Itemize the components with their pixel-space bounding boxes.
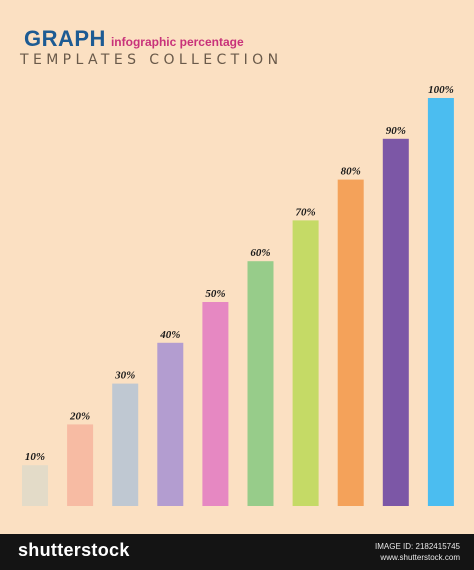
bar-label-3: 30%	[114, 370, 135, 382]
bar-label-1: 10%	[25, 451, 45, 463]
bar-label-8: 80%	[341, 166, 361, 178]
bar-label-5: 50%	[205, 288, 225, 300]
bar-label-4: 40%	[159, 329, 180, 341]
footer-bar: shutterstock IMAGE ID: 2182415745 www.sh…	[0, 534, 474, 570]
bar-label-6: 60%	[250, 247, 270, 259]
site-url: www.shutterstock.com	[380, 553, 460, 562]
bar-4	[157, 342, 184, 506]
bar-3	[112, 383, 139, 506]
bar-6	[247, 261, 274, 506]
bar-7	[292, 220, 319, 506]
chart-header: GRAPH infographic percentage	[24, 26, 244, 52]
bar-label-7: 70%	[296, 206, 316, 218]
bar-5	[202, 302, 229, 506]
bar-label-9: 90%	[386, 125, 406, 137]
image-meta: IMAGE ID: 2182415745 www.shutterstock.co…	[375, 541, 460, 563]
bar-1	[22, 465, 48, 506]
bar-label-10: 100%	[428, 84, 454, 96]
title-row: GRAPH infographic percentage	[24, 26, 244, 52]
bar-10	[427, 98, 454, 506]
brand-logo: shutterstock	[18, 540, 130, 560]
bar-chart: 10% 20% 30% 40% 50% 60% 70% 80% 90% 100%	[22, 84, 454, 507]
bar-label-2: 20%	[69, 410, 90, 422]
bar-8	[337, 179, 364, 506]
graph-title: GRAPH	[24, 26, 106, 51]
bar-9	[382, 138, 409, 507]
graph-subtitle: TEMPLATES COLLECTION	[20, 52, 283, 68]
graph-tagline: infographic percentage	[110, 35, 244, 49]
image-id: IMAGE ID: 2182415745	[375, 542, 460, 551]
bar-2	[67, 424, 94, 506]
